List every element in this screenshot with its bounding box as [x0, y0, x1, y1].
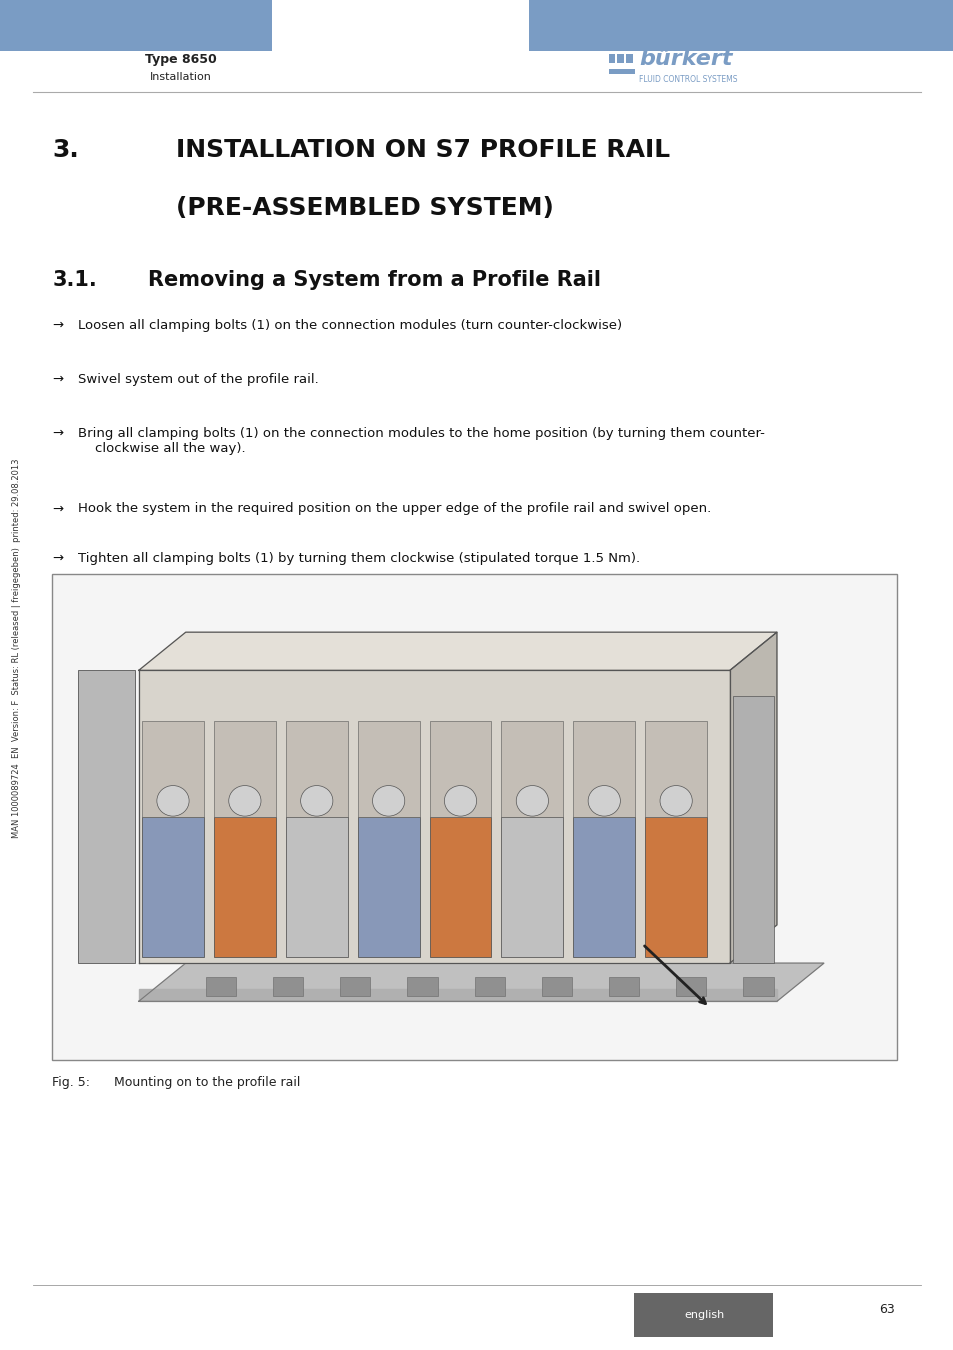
Bar	[733, 695, 773, 963]
Text: →: →	[52, 552, 64, 566]
Text: Swivel system out of the profile rail.: Swivel system out of the profile rail.	[78, 373, 318, 386]
Text: (PRE-ASSEMBLED SYSTEM): (PRE-ASSEMBLED SYSTEM)	[176, 196, 554, 220]
Text: INSTALLATION ON S7 PROFILE RAIL: INSTALLATION ON S7 PROFILE RAIL	[176, 138, 670, 162]
Polygon shape	[138, 671, 729, 963]
Circle shape	[300, 786, 333, 817]
Bar	[501, 817, 562, 957]
Bar	[78, 671, 135, 963]
Circle shape	[659, 786, 692, 817]
Text: →: →	[52, 319, 64, 332]
Bar	[676, 977, 705, 996]
Text: Tighten all clamping bolts (1) by turning them clockwise (stipulated torque 1.5 : Tighten all clamping bolts (1) by turnin…	[78, 552, 639, 566]
Bar	[213, 817, 275, 957]
Bar	[357, 817, 419, 957]
Bar	[142, 817, 204, 957]
Circle shape	[229, 786, 261, 817]
Text: FLUID CONTROL SYSTEMS: FLUID CONTROL SYSTEMS	[639, 76, 737, 84]
Text: Loosen all clamping bolts (1) on the connection modules (turn counter-clockwise): Loosen all clamping bolts (1) on the con…	[78, 319, 621, 332]
Bar	[644, 817, 706, 957]
Circle shape	[516, 786, 548, 817]
Text: Fig. 5:      Mounting on to the profile rail: Fig. 5: Mounting on to the profile rail	[52, 1076, 300, 1089]
Text: english: english	[683, 1310, 723, 1320]
Bar	[625, 54, 632, 63]
Bar	[529, 0, 953, 51]
Polygon shape	[138, 988, 776, 1002]
Bar	[474, 977, 504, 996]
Bar	[52, 574, 896, 1060]
Bar	[206, 977, 236, 996]
Text: →: →	[52, 427, 64, 440]
Bar	[429, 721, 491, 817]
Text: Type 8650: Type 8650	[145, 53, 217, 66]
Text: →: →	[52, 373, 64, 386]
Text: Bring all clamping bolts (1) on the connection modules to the home position (by : Bring all clamping bolts (1) on the conn…	[78, 427, 764, 455]
Bar	[742, 977, 773, 996]
Bar	[273, 977, 303, 996]
Text: 3.: 3.	[52, 138, 79, 162]
Bar	[644, 721, 706, 817]
Circle shape	[372, 786, 404, 817]
Text: 3.1.: 3.1.	[52, 270, 97, 290]
Circle shape	[444, 786, 476, 817]
Circle shape	[156, 786, 189, 817]
Circle shape	[588, 786, 619, 817]
Text: bürkert: bürkert	[639, 50, 732, 69]
Text: Hook the system in the required position on the upper edge of the profile rail a: Hook the system in the required position…	[78, 502, 711, 516]
Polygon shape	[138, 632, 776, 671]
Bar	[286, 817, 347, 957]
Bar	[608, 977, 639, 996]
Bar	[541, 977, 572, 996]
Bar	[142, 721, 204, 817]
Bar	[634, 1293, 772, 1336]
Bar	[617, 54, 623, 63]
Bar	[429, 817, 491, 957]
Bar	[357, 721, 419, 817]
Bar	[286, 721, 347, 817]
Bar	[608, 54, 615, 63]
Bar	[213, 721, 275, 817]
Bar	[407, 977, 437, 996]
Bar	[573, 817, 635, 957]
Text: Installation: Installation	[151, 72, 212, 82]
Bar	[573, 721, 635, 817]
Polygon shape	[138, 963, 823, 1002]
Text: 63: 63	[879, 1303, 894, 1316]
Bar	[340, 977, 370, 996]
Bar	[0, 0, 272, 51]
Text: MAN 1000089724  EN  Version: F  Status: RL (released | freigegeben)  printed: 29: MAN 1000089724 EN Version: F Status: RL …	[11, 458, 21, 838]
Bar	[501, 721, 562, 817]
Bar	[608, 69, 635, 74]
Text: Removing a System from a Profile Rail: Removing a System from a Profile Rail	[148, 270, 600, 290]
Text: →: →	[52, 502, 64, 516]
Polygon shape	[729, 632, 776, 963]
